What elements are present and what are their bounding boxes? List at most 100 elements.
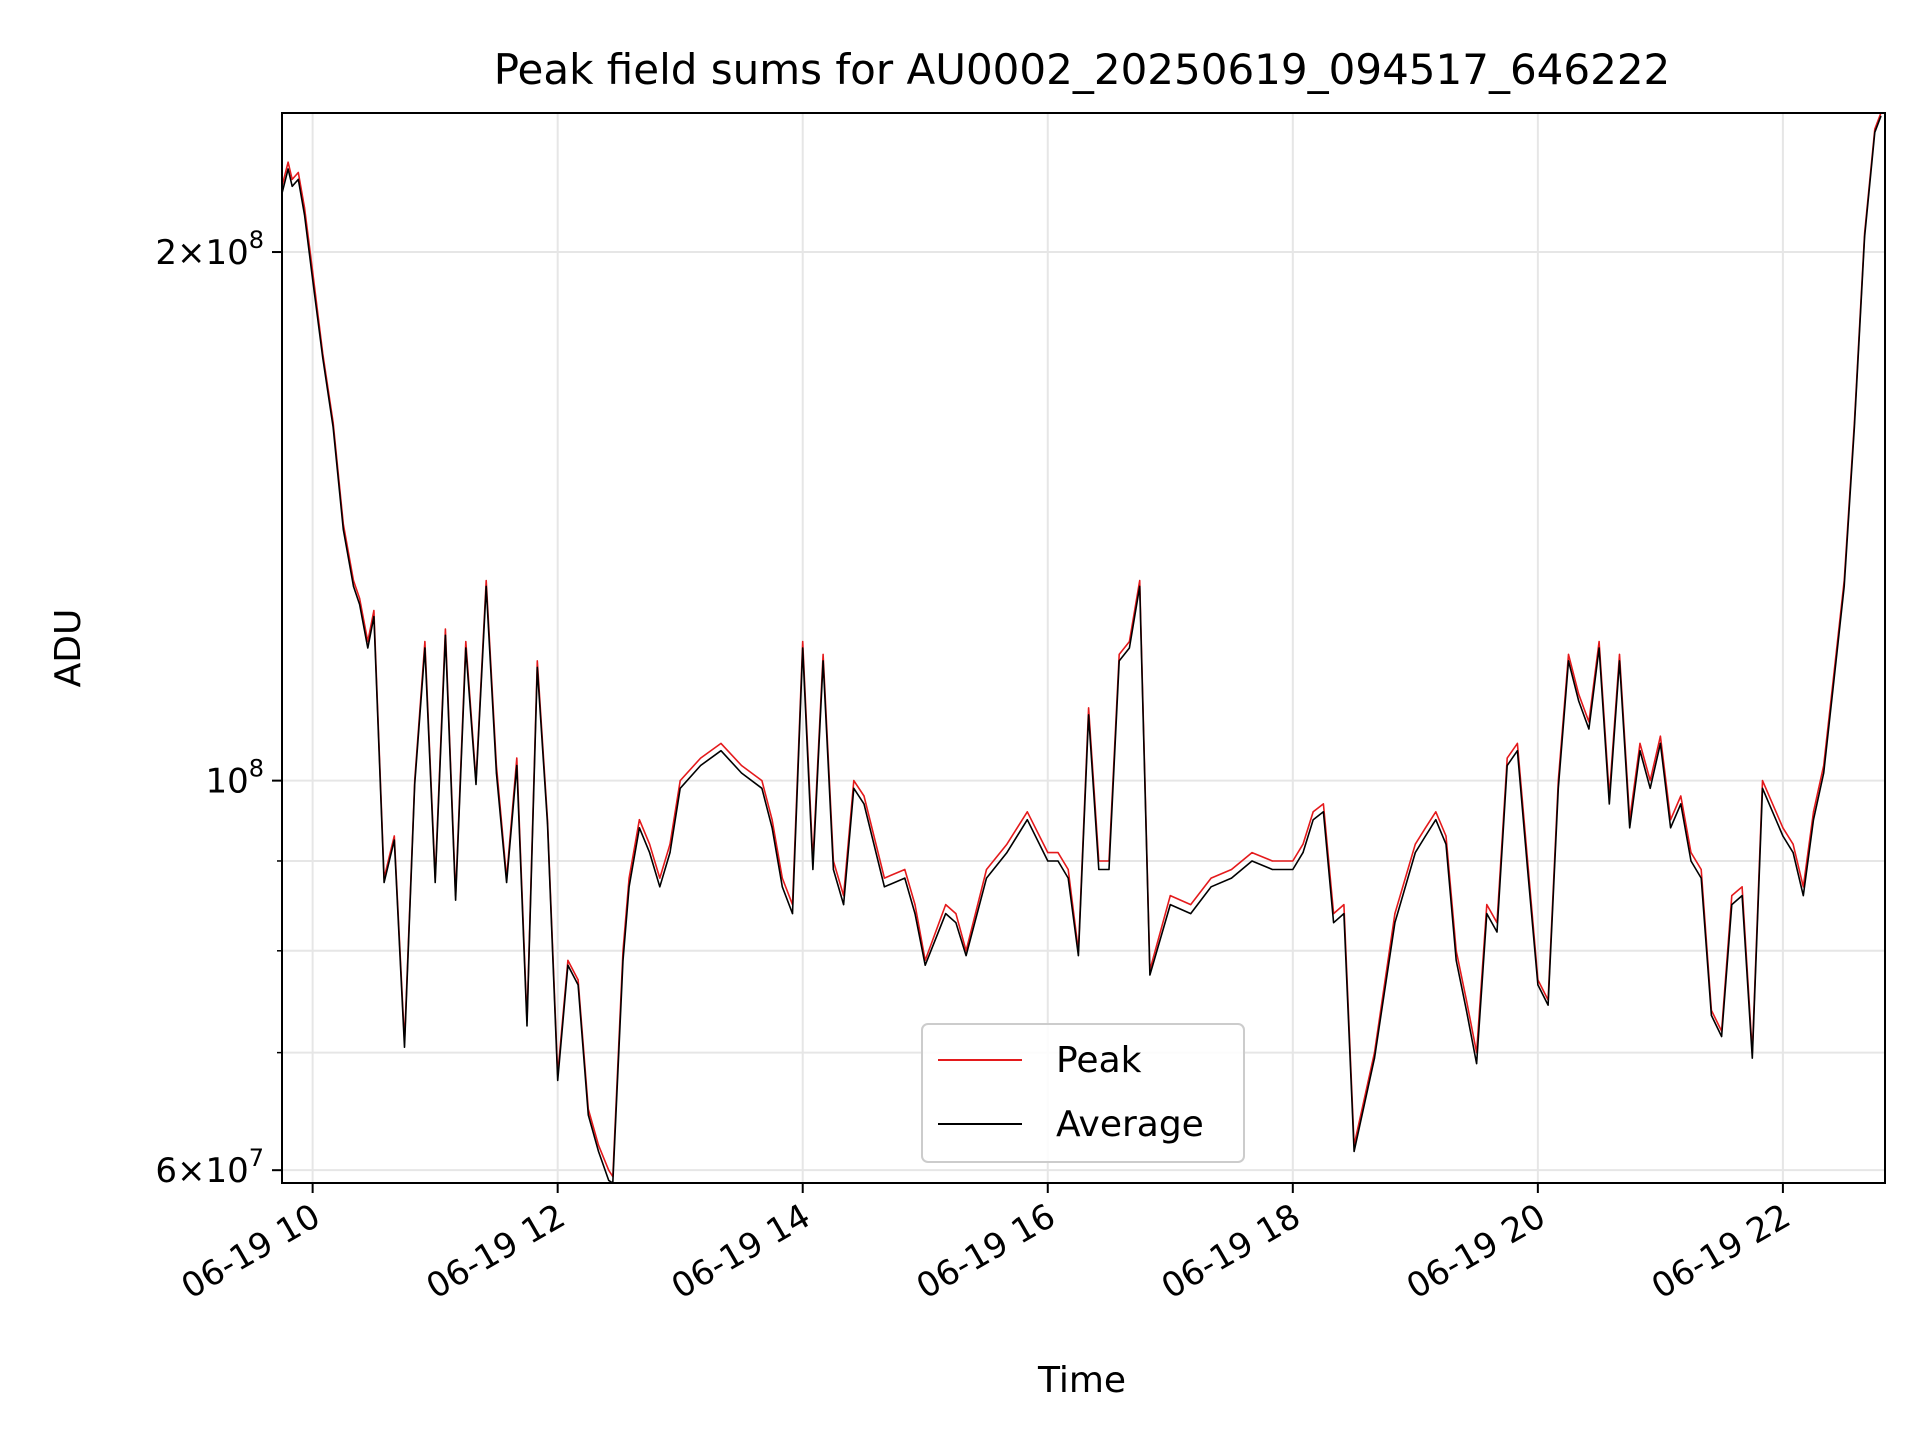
data-point-average xyxy=(1496,931,1498,933)
data-point-average xyxy=(608,1179,610,1181)
legend-label-average: Average xyxy=(1056,1104,1204,1145)
y-tick-label-base: 2×10 xyxy=(155,233,248,273)
data-point-average xyxy=(1424,835,1427,837)
data-point-average xyxy=(791,913,794,915)
data-point-average xyxy=(1537,984,1539,986)
data-point-average xyxy=(1077,955,1079,957)
data-point-average xyxy=(1088,714,1090,716)
data-point-average xyxy=(1812,819,1815,821)
data-point-average xyxy=(904,877,906,879)
data-point-peak xyxy=(444,628,446,630)
data-point-peak xyxy=(1700,868,1702,871)
data-point-peak xyxy=(1802,886,1804,888)
data-point-peak xyxy=(303,207,306,209)
data-point-peak xyxy=(1639,742,1641,745)
data-point-average xyxy=(1139,585,1141,588)
data-point-peak xyxy=(1506,757,1508,759)
data-point-average xyxy=(1047,860,1049,862)
data-point-peak xyxy=(1424,827,1427,829)
data-point-average xyxy=(373,616,375,618)
data-point-peak xyxy=(700,757,702,759)
data-point-average xyxy=(924,964,926,966)
data-point-average xyxy=(1567,660,1570,662)
data-point-average xyxy=(1680,803,1682,805)
data-point-peak xyxy=(1251,852,1253,854)
data-point-average xyxy=(812,868,814,871)
data-point-peak xyxy=(1516,742,1518,745)
data-point-peak xyxy=(985,868,988,871)
data-point-peak xyxy=(1659,735,1661,737)
data-point-average xyxy=(700,764,702,767)
data-point-average xyxy=(1486,913,1488,915)
data-point-average xyxy=(1108,868,1110,871)
data-point-peak xyxy=(1680,795,1682,797)
data-point-peak xyxy=(822,653,824,656)
data-point-peak xyxy=(1302,843,1304,845)
data-point-peak xyxy=(1578,693,1580,695)
data-point-average xyxy=(1271,868,1273,871)
data-point-peak xyxy=(1414,843,1416,845)
data-point-average xyxy=(1880,115,1882,117)
data-point-peak xyxy=(740,764,743,767)
data-point-average xyxy=(669,852,671,854)
data-point-average xyxy=(1659,742,1661,745)
data-point-average xyxy=(822,660,824,662)
data-point-average xyxy=(649,852,651,854)
x-axis-label: Time xyxy=(1037,1360,1126,1401)
data-point-average xyxy=(761,787,763,789)
data-point-average xyxy=(1731,904,1733,906)
data-point-peak xyxy=(628,877,630,879)
data-point-average xyxy=(1853,426,1855,428)
data-point-average xyxy=(1629,827,1631,829)
data-point-peak xyxy=(649,843,651,845)
data-point-peak xyxy=(863,795,865,797)
data-point-average xyxy=(1067,877,1069,879)
data-point-peak xyxy=(1088,707,1090,709)
data-point-average xyxy=(1455,959,1457,962)
data-point-peak xyxy=(1322,803,1324,805)
data-point-average xyxy=(955,922,957,924)
data-point-average xyxy=(1435,819,1437,821)
data-point-average xyxy=(1026,819,1028,821)
data-point-average xyxy=(1741,895,1743,897)
data-point-average xyxy=(622,959,624,962)
data-point-average xyxy=(985,877,988,879)
data-point-average xyxy=(1118,660,1120,662)
data-point-average xyxy=(465,647,467,649)
data-point-average xyxy=(740,772,743,774)
data-point-average xyxy=(312,278,314,280)
data-point-peak xyxy=(1567,653,1570,656)
data-point-average xyxy=(424,647,426,649)
data-point-average xyxy=(403,1046,406,1048)
data-point-average xyxy=(1527,868,1529,871)
data-point-average xyxy=(781,886,783,888)
series-points-average xyxy=(281,115,1882,1184)
data-point-average xyxy=(297,178,299,180)
data-point-peak xyxy=(1210,877,1212,879)
data-point-average xyxy=(332,426,334,428)
data-point-average xyxy=(771,827,773,829)
y-tick-label-base: 6×10 xyxy=(155,1151,248,1191)
data-point-peak xyxy=(761,780,763,782)
data-point-peak xyxy=(373,609,375,612)
data-point-average xyxy=(1618,660,1621,662)
data-point-peak xyxy=(659,877,661,879)
data-point-peak xyxy=(1139,580,1141,582)
data-point-average xyxy=(367,647,369,649)
data-point-peak xyxy=(679,780,681,782)
data-point-average xyxy=(965,955,967,957)
data-point-average xyxy=(1843,585,1845,588)
data-point-average xyxy=(303,214,306,216)
data-point-average xyxy=(414,783,416,786)
y-tick-label-base: 10 xyxy=(205,762,248,802)
data-point-average xyxy=(679,787,681,789)
data-point-peak xyxy=(1782,827,1784,829)
data-point-peak xyxy=(424,641,426,643)
data-point-average xyxy=(1414,852,1416,854)
data-point-average xyxy=(1864,236,1866,238)
data-point-peak xyxy=(597,1144,600,1146)
data-point-peak xyxy=(1649,780,1651,782)
y-tick-label: 108 xyxy=(205,755,264,802)
data-point-average xyxy=(914,913,916,915)
